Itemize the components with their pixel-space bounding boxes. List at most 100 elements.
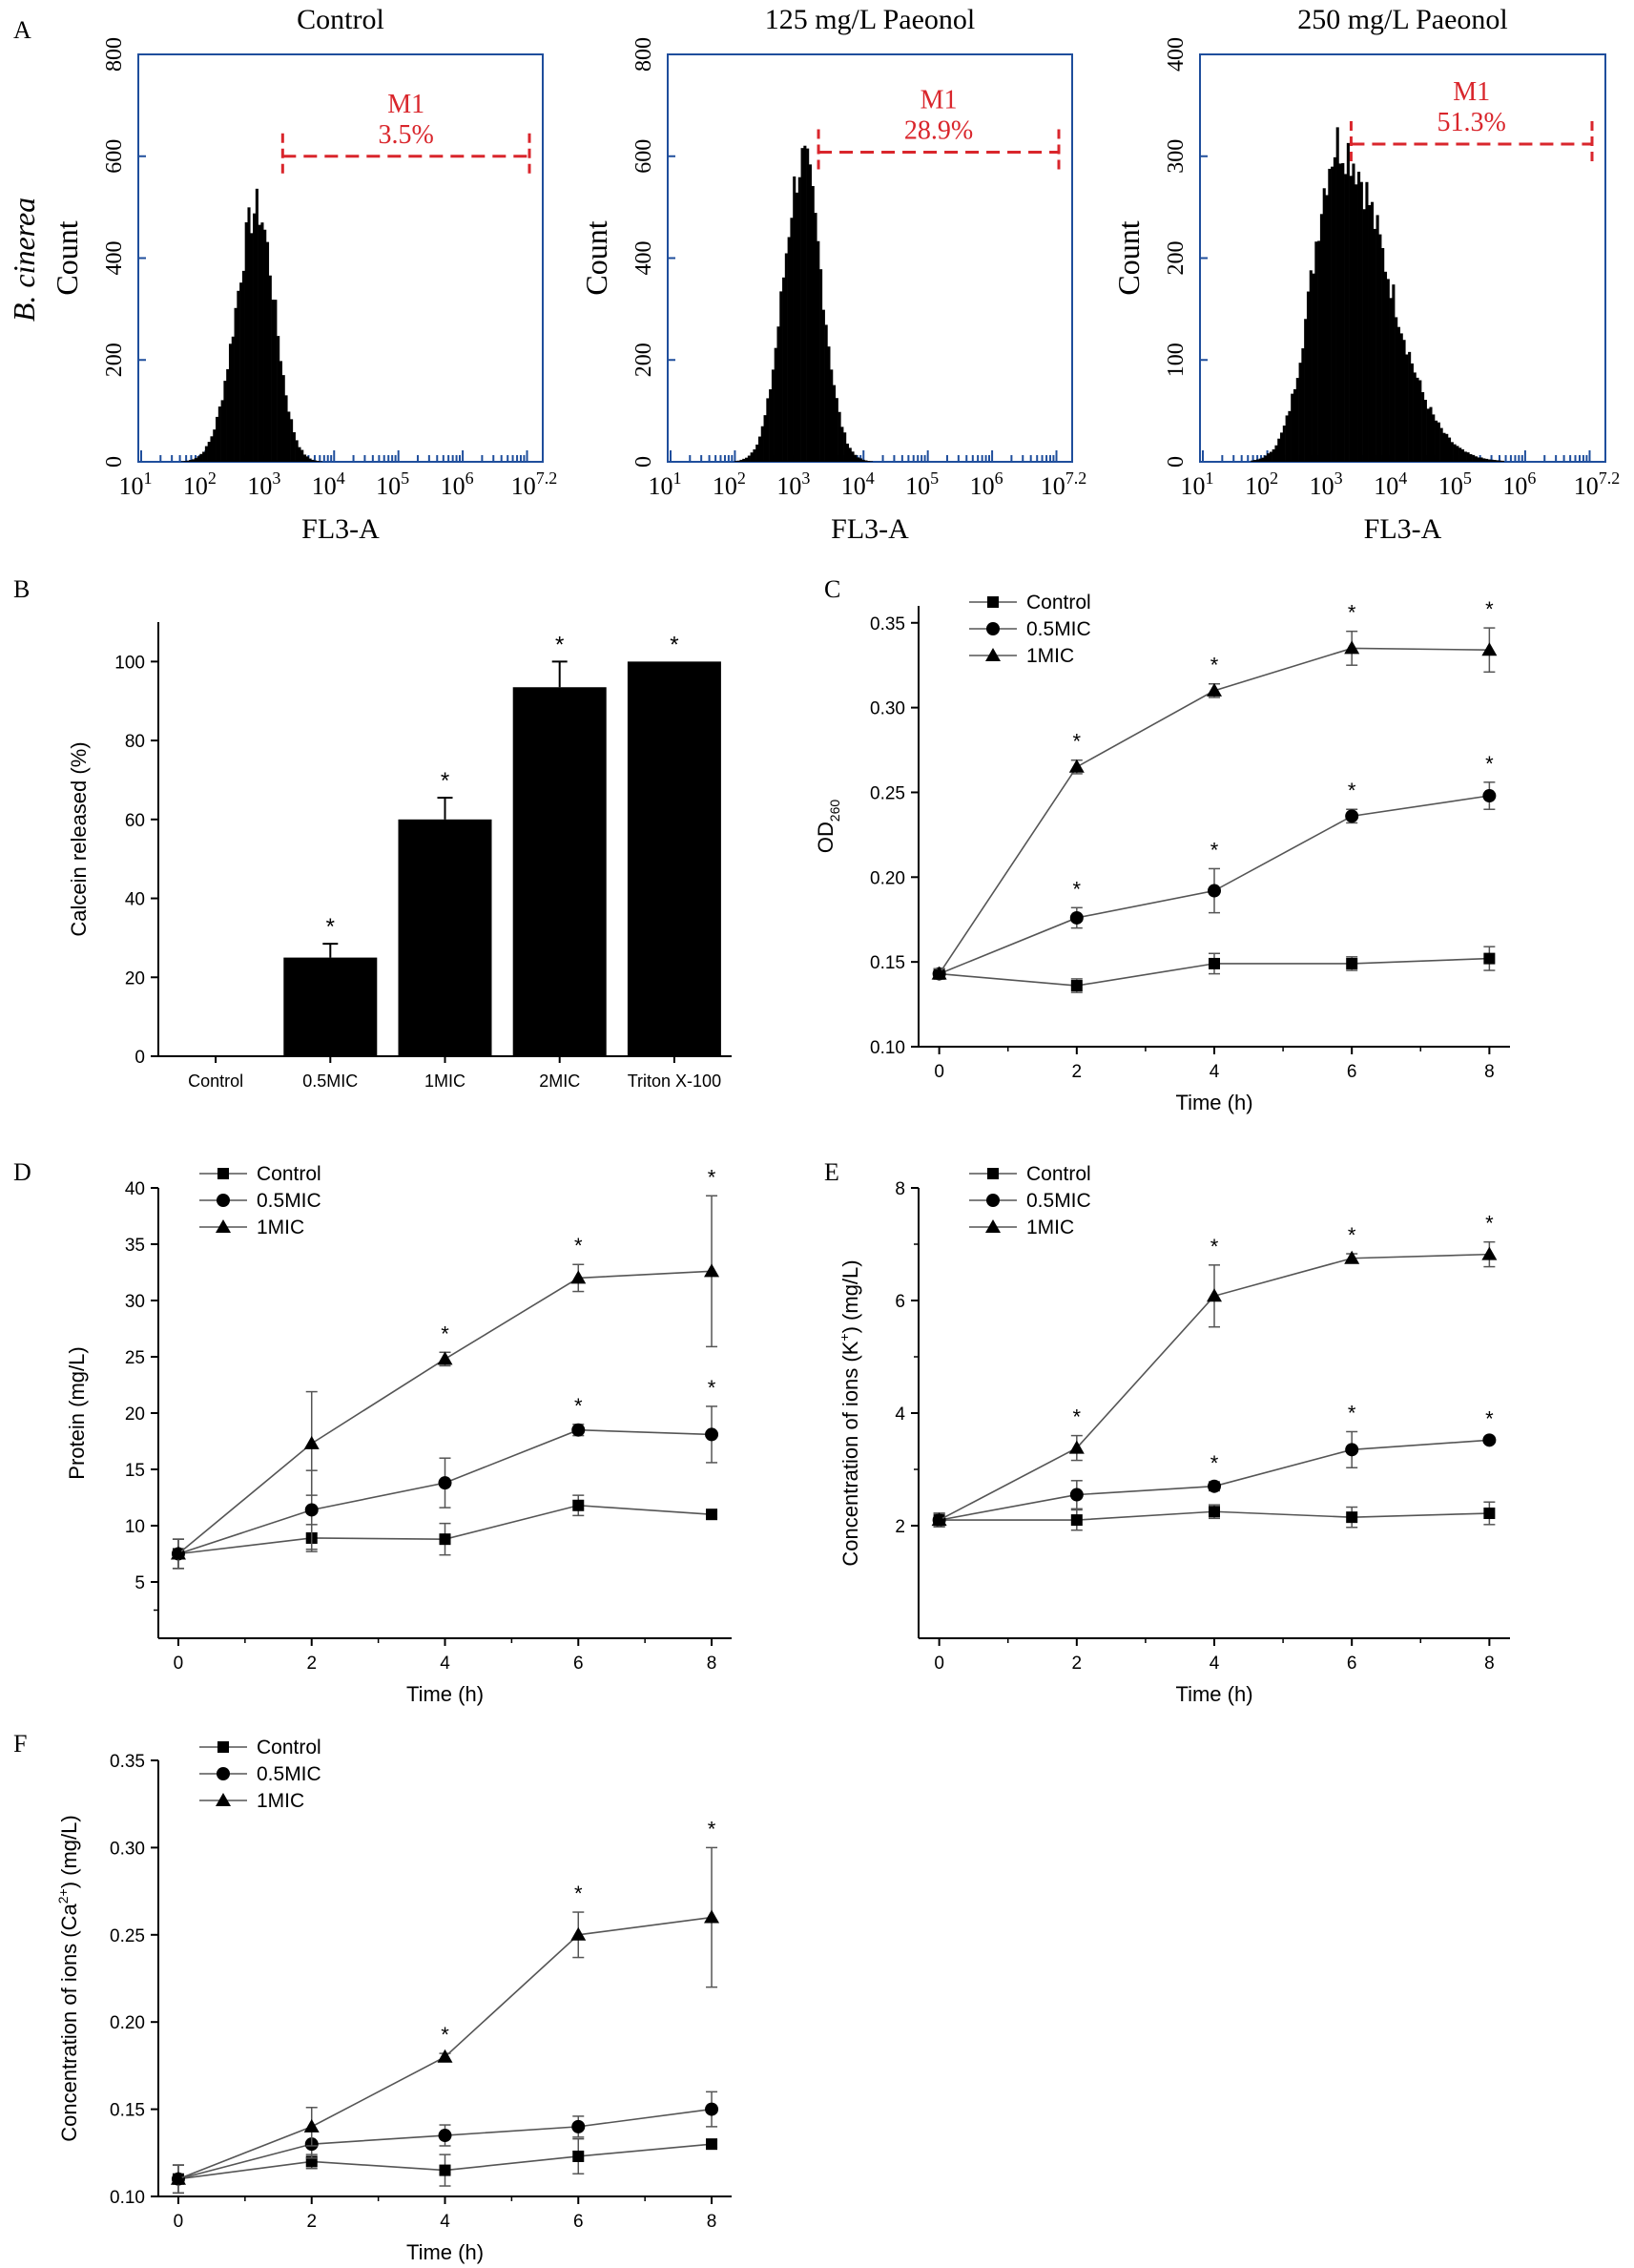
x-axis-label: FL3-A: [1364, 513, 1442, 545]
x-tick-label: 101: [649, 468, 682, 500]
histogram-bin: [1288, 410, 1292, 462]
histogram-bin: [1482, 458, 1486, 462]
x-tick-label: 4: [1210, 1062, 1220, 1082]
histogram-title: 250 mg/L Paeonol: [1297, 4, 1508, 35]
x-tick-base: 10: [1574, 472, 1599, 500]
histogram-bin: [255, 188, 259, 463]
histogram-bin: [189, 460, 193, 462]
y-tick-label: 10: [125, 1517, 145, 1537]
histogram-bin: [739, 459, 743, 462]
x-tick-exponent: 1: [144, 468, 153, 488]
histogram-bin: [1426, 408, 1430, 462]
x-tick-label: Control: [188, 1072, 243, 1091]
significance-star: *: [1348, 779, 1356, 802]
marker-circle: [705, 2102, 719, 2116]
histogram-bin: [790, 218, 794, 462]
histogram-bin: [806, 148, 810, 462]
histogram-bin: [824, 324, 828, 462]
x-tick-exponent: 6: [1527, 468, 1536, 488]
histogram-bin: [1344, 174, 1348, 463]
histogram-bin: [1253, 460, 1257, 462]
histogram-bin: [302, 454, 307, 462]
x-tick-base: 10: [841, 472, 866, 500]
legend: Control 0.5MIC 1MIC: [199, 1737, 321, 1812]
x-tick-label: 6: [1347, 1654, 1357, 1674]
y-tick-label: 600: [102, 139, 127, 174]
marker-triangle: [303, 1435, 320, 1449]
x-tick-label: 2: [306, 2212, 317, 2232]
line-chart-panel-d: D 5 10 15 20 25 30 35 40 0 2 4 6 8 Time (h) Protein (mg…: [13, 1158, 732, 1706]
x-tick-base: 10: [247, 472, 272, 500]
histogram-bin: [755, 444, 759, 462]
histogram-bin: [1447, 437, 1452, 462]
x-tick-label: 106: [1502, 468, 1536, 500]
row-label-organism: B. cinerea: [7, 198, 41, 322]
panel-label: C: [824, 575, 840, 603]
legend-label: 1MIC: [257, 1790, 304, 1812]
histogram-bin: [771, 369, 775, 462]
y-tick-label: 0: [134, 1048, 145, 1068]
x-tick-label: 106: [970, 468, 1003, 500]
x-tick-label: 0: [174, 2212, 184, 2232]
histogram-bin: [1381, 248, 1385, 462]
histogram-bin: [821, 309, 825, 462]
y-axis-label: Protein (mg/L): [65, 1346, 89, 1479]
histogram-bin: [861, 459, 865, 462]
histogram-bin: [253, 213, 257, 462]
y-tick-label: 0.30: [110, 1839, 145, 1859]
y-tick-label: 0.10: [110, 2188, 145, 2208]
x-tick-exponent: 4: [1398, 468, 1407, 488]
series-1mic: * * * *: [931, 1212, 1498, 1528]
marker-square: [572, 2150, 585, 2162]
y-tick-label: 40: [125, 890, 145, 910]
x-tick-label: 102: [1245, 468, 1278, 500]
significance-star: *: [1210, 1235, 1219, 1259]
histogram-bin: [207, 442, 211, 462]
y-tick-label: 0.25: [870, 783, 905, 803]
histogram-bin: [1314, 241, 1318, 462]
x-tick-label: 2: [1072, 1654, 1083, 1674]
legend-label: Control: [1026, 1163, 1091, 1185]
y-tick-label: 30: [125, 1292, 145, 1312]
legend-label: 0.5MIC: [257, 1190, 321, 1212]
significance-star: *: [1348, 1401, 1356, 1425]
x-axis-label: Time (h): [1175, 1091, 1252, 1114]
y-tick-label: 60: [125, 811, 145, 831]
series-1mic: ***: [170, 1165, 720, 1570]
histogram-bin: [1383, 271, 1388, 462]
marker-circle: [217, 1767, 230, 1780]
significance-star: *: [708, 1817, 716, 1841]
x-tick-exponent: 5: [930, 468, 939, 488]
histogram-bin: [736, 460, 740, 462]
marker-triangle: [437, 2049, 453, 2063]
y-label-end: ) (mg/L): [838, 1259, 862, 1333]
y-axis-label: Count: [50, 220, 84, 295]
histogram-bin: [213, 429, 217, 462]
marker-triangle: [985, 1219, 1001, 1233]
significance-star: *: [574, 1394, 583, 1418]
histogram-bin: [210, 436, 214, 462]
x-tick-label: 1MIC: [424, 1072, 465, 1091]
histogram-bin: [1439, 427, 1443, 462]
y-axis-label: Count: [1111, 220, 1146, 295]
histogram-bin: [1282, 426, 1286, 462]
histogram-bin: [1338, 163, 1342, 463]
marker-triangle: [704, 1909, 720, 1924]
legend-label: 0.5MIC: [1026, 618, 1091, 640]
histogram-bin: [1322, 188, 1326, 462]
x-tick-base: 10: [312, 472, 337, 500]
histogram-bin: [864, 460, 868, 462]
histogram-bin: [319, 461, 322, 462]
significance-star: *: [1485, 752, 1494, 776]
y-axis-label: Concentration of ions (Ca2+) (mg/L): [55, 1815, 81, 2141]
histogram-bin: [1450, 442, 1454, 462]
histogram-bin: [265, 241, 270, 462]
histogram-bin: [766, 398, 770, 462]
marker-triangle: [1481, 642, 1498, 656]
histogram-bin: [287, 411, 291, 462]
histogram-bin: [1402, 340, 1406, 462]
histogram-bin: [258, 224, 261, 462]
legend-label: 0.5MIC: [1026, 1190, 1091, 1212]
significance-star: *: [441, 1321, 449, 1345]
